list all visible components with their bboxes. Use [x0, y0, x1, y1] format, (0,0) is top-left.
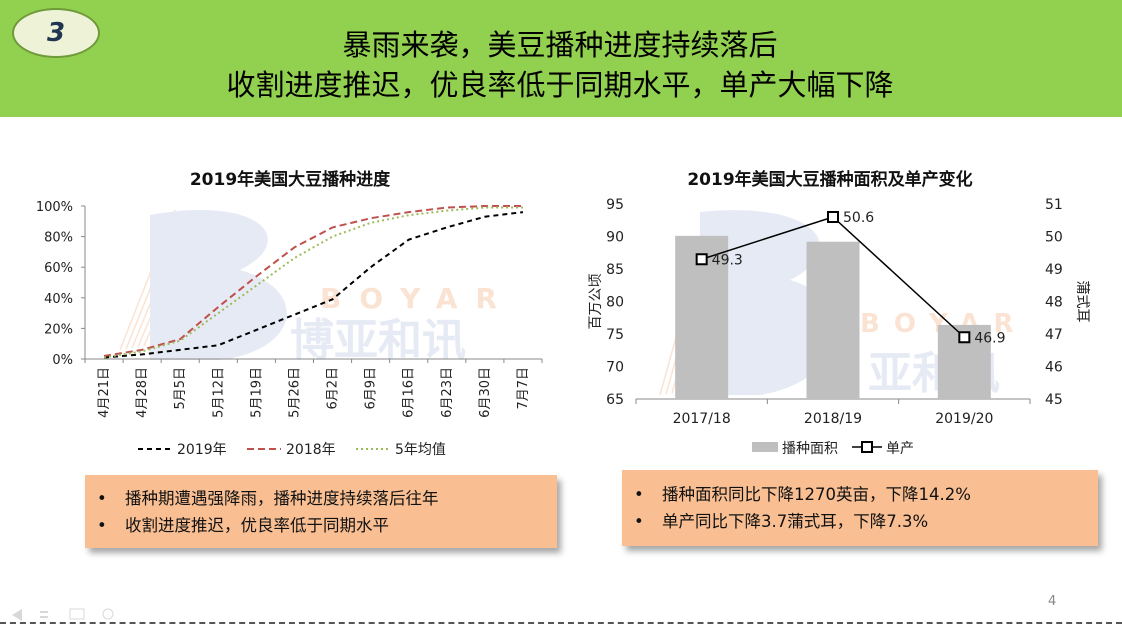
- chart2-bar: [806, 241, 860, 399]
- watermark-stripe: [185, 231, 242, 340]
- chart1-y-tick-label: 20%: [44, 322, 73, 337]
- watermark-stripe: [719, 234, 771, 386]
- chart2-yield-marker: [958, 331, 971, 344]
- page-number: 4: [1048, 594, 1057, 609]
- chart2-y2-tick-label: 46: [1045, 360, 1063, 376]
- slide-title-line2: 收割进度推迟，优良率低于同期水平，单产大幅下降: [226, 68, 894, 102]
- chart1-y-tick-label: 0%: [52, 353, 73, 368]
- chart2-x-tick-label: 2017/18: [673, 411, 731, 427]
- footer-divider: [0, 622, 1122, 624]
- chart1-series-line: [103, 206, 523, 359]
- chart1-x-tick-label: 6月30日: [478, 367, 493, 418]
- chart2-y-tick-label: 90: [606, 230, 624, 246]
- watermark-stripe: [173, 227, 230, 342]
- chart2-y2-tick-label: 47: [1045, 327, 1063, 343]
- chart2-legend-swatch: [752, 442, 778, 452]
- chart1-x-tick-label: 5月5日: [173, 367, 188, 410]
- chart2-y2-tick-label: 51: [1045, 197, 1063, 213]
- chart2-legend-swatch: [861, 441, 873, 453]
- watermark-stripe: [179, 229, 236, 341]
- chart2-title: 2019年美国大豆播种面积及单产变化: [687, 170, 973, 190]
- chart2-y-tick-label: 80: [606, 295, 624, 311]
- watermark-stripe: [119, 209, 176, 351]
- left-note-item: 播种期遭遇强降雨，播种进度持续落后往年: [85, 485, 557, 512]
- chart2-legend-label: 单产: [886, 441, 914, 457]
- right-notes-box: 播种面积同比下降1270英亩，下降14.2% 单产同比下降3.7蒲式耳，下降7.…: [622, 470, 1098, 546]
- section-number-badge: 3: [12, 8, 100, 58]
- chart1-x-tick-label: 5月12日: [211, 367, 226, 418]
- chart2-y-tick-label: 75: [606, 327, 624, 343]
- left-note-item: 收割进度推迟，优良率低于同期水平: [85, 512, 557, 539]
- chart2-y2-tick-label: 50: [1045, 230, 1063, 246]
- watermark-stripe: [191, 233, 248, 339]
- watermark-brand-en: BOYAR: [320, 282, 515, 315]
- watermark-stripe: [137, 215, 194, 348]
- chart1-legend-label: 2018年: [286, 442, 336, 458]
- watermark-stripe: [725, 236, 777, 385]
- chart1-legend-label: 5年均值: [395, 442, 446, 458]
- chart1-x-tick-label: 6月23日: [440, 367, 455, 418]
- chart2-yield-data-label: 46.9: [974, 330, 1005, 346]
- watermark-stripe: [125, 211, 182, 350]
- left-notes-box: 播种期遭遇强降雨，播种进度持续落后往年 收割进度推迟，优良率低于同期水平: [85, 475, 557, 548]
- chart2-yield-marker: [695, 253, 708, 266]
- chart1-x-tick-label: 4月21日: [97, 367, 112, 418]
- chart2-y-tick-label: 85: [606, 262, 624, 278]
- chart1-y-tick-label: 40%: [44, 292, 73, 307]
- chart1-series-line: [103, 211, 524, 359]
- chart1-x-tick-label: 4月28日: [135, 367, 150, 418]
- chart2-y2-tick-label: 48: [1045, 295, 1063, 311]
- chart2-y2-tick-label: 45: [1045, 392, 1063, 408]
- chart2-yield-marker: [827, 211, 839, 223]
- chart2-yield-data-label: 50.6: [843, 210, 874, 226]
- watermark-logo-shape: [150, 210, 287, 360]
- chart1-y-tick-label: 60%: [44, 261, 73, 276]
- chart1-x-tick-label: 6月2日: [326, 367, 341, 410]
- chart1-x-tick-label: 7月7日: [516, 367, 531, 410]
- watermark-brand-cn: 博亚和讯: [290, 315, 466, 366]
- menu-icon: [69, 608, 85, 620]
- chart1-y-tick-label: 80%: [44, 231, 73, 246]
- prev-arrow-icon: [12, 609, 22, 621]
- watermark-logo-shape: [700, 210, 836, 395]
- watermark-stripe: [143, 217, 200, 347]
- chart1-series-line: [103, 205, 523, 357]
- watermark-stripe: [161, 223, 218, 344]
- chart2-y-axis-label: 百万公顷: [588, 274, 604, 330]
- watermark-stripe: [155, 221, 212, 345]
- chart2-y2-tick-label: 49: [1045, 262, 1063, 278]
- chart2-x-tick-label: 2018/19: [804, 411, 862, 427]
- slide-header: 3 暴雨来袭，美豆播种进度持续落后 收割进度推迟，优良率低于同期水平，单产大幅下…: [0, 0, 1122, 117]
- zoom-icon: [102, 608, 114, 620]
- chart2-legend-label: 播种面积: [782, 441, 838, 457]
- chart1-x-tick-label: 6月16日: [402, 367, 417, 418]
- watermark-stripe: [131, 213, 188, 349]
- pen-icon: [40, 611, 48, 618]
- chart2-yield-data-label: 49.3: [712, 252, 743, 268]
- watermark-stripe: [167, 225, 224, 343]
- right-note-item: 单产同比下降3.7蒲式耳，下降7.3%: [622, 508, 1098, 535]
- chart2-y2-axis-label: 蒲式耳: [1074, 281, 1090, 323]
- right-note-item: 播种面积同比下降1270英亩，下降14.2%: [622, 481, 1098, 508]
- chart2-y-tick-label: 95: [606, 197, 624, 213]
- chart1-legend-label: 2019年: [177, 442, 227, 458]
- chart2-x-tick-label: 2019/20: [935, 411, 993, 427]
- chart1-title: 2019年美国大豆播种进度: [189, 170, 391, 190]
- chart2-y-tick-label: 70: [606, 360, 624, 376]
- slide-title-line1: 暴雨来袭，美豆播种进度持续落后: [342, 28, 778, 62]
- chart1-y-tick-label: 100%: [36, 200, 73, 215]
- chart1-x-tick-label: 5月26日: [287, 367, 302, 418]
- chart1-x-tick-label: 5月19日: [249, 367, 264, 418]
- chart1-x-tick-label: 6月9日: [364, 367, 379, 410]
- watermark-stripe: [149, 219, 206, 346]
- slide-controls: [12, 608, 114, 621]
- chart2-y-tick-label: 65: [606, 392, 624, 408]
